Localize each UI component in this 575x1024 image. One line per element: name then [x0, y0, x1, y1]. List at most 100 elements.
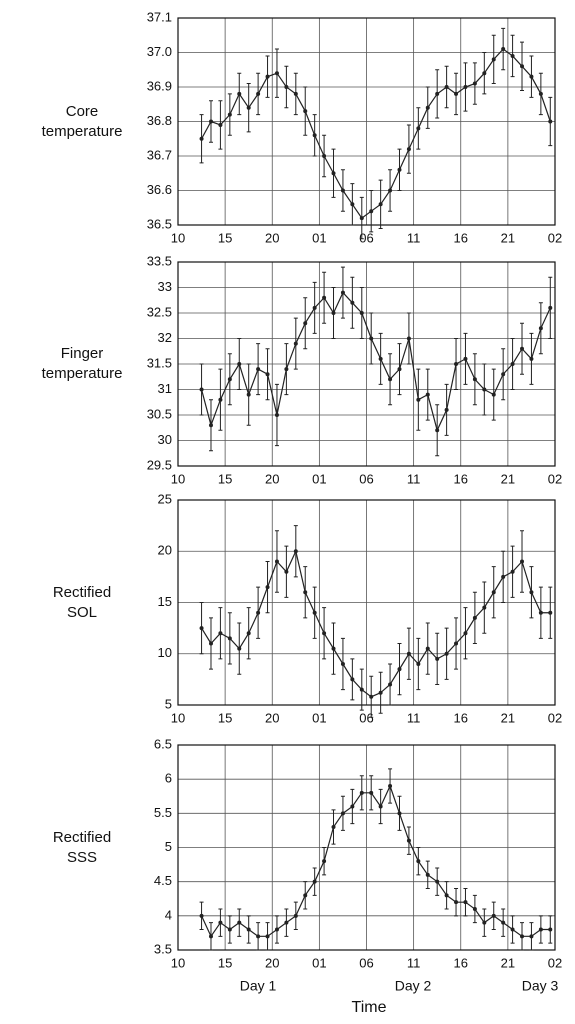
x-tick-label: 06 — [359, 955, 373, 970]
data-point — [303, 590, 308, 595]
plot-frame — [177, 261, 556, 467]
y-tick-label: 10 — [158, 645, 172, 660]
data-point — [218, 920, 223, 925]
data-point — [331, 311, 336, 315]
data-point — [284, 569, 289, 574]
data-point — [208, 641, 213, 646]
data-point — [435, 428, 440, 433]
data-point — [406, 651, 411, 656]
data-point — [548, 119, 553, 124]
data-point — [369, 790, 374, 795]
data-point — [199, 387, 204, 392]
data-point — [208, 423, 213, 428]
data-point — [293, 341, 298, 346]
y-tick-label: 20 — [158, 543, 172, 558]
data-point — [208, 119, 213, 124]
y-tick-label: 36.5 — [147, 216, 172, 231]
data-point — [312, 610, 317, 615]
data-point — [369, 209, 374, 214]
x-tick-label: 15 — [218, 710, 232, 725]
data-point — [284, 367, 289, 372]
y-tick-label: 32 — [158, 330, 172, 345]
data-point — [227, 377, 232, 382]
data-point — [378, 202, 383, 207]
data-point — [227, 927, 232, 932]
data-point — [548, 610, 553, 615]
data-point — [350, 300, 355, 305]
data-point — [406, 838, 411, 843]
x-tick-label: 16 — [454, 710, 468, 725]
data-point — [548, 927, 553, 932]
data-point — [463, 356, 468, 361]
data-point — [237, 646, 242, 651]
x-tick-label: 01 — [312, 230, 326, 245]
data-point — [520, 64, 525, 69]
y-tick-label: 5 — [165, 839, 172, 854]
data-point — [397, 667, 402, 672]
x-tick-label: 16 — [454, 471, 468, 486]
data-point — [350, 677, 355, 682]
x-tick-label: 06 — [359, 230, 373, 245]
data-point — [444, 407, 449, 412]
data-point — [425, 392, 430, 397]
x-tick-label: 15 — [218, 471, 232, 486]
data-point — [435, 656, 440, 661]
x-tick-label: 20 — [265, 710, 279, 725]
x-tick-label: 21 — [501, 230, 515, 245]
y-axis-label: Core temperature — [41, 102, 123, 140]
data-point — [491, 913, 496, 918]
data-point — [340, 662, 345, 666]
data-point — [425, 105, 430, 110]
y-tick-label: 25 — [158, 491, 172, 506]
data-point — [246, 927, 251, 932]
day-label: Day 1 — [240, 978, 277, 994]
data-point — [265, 585, 270, 590]
x-tick-label: 10 — [171, 955, 185, 970]
data-point — [340, 811, 345, 816]
data-point — [350, 202, 355, 207]
data-point — [350, 804, 355, 809]
plot-frame — [177, 744, 556, 951]
data-point — [444, 85, 449, 89]
data-point — [274, 413, 279, 417]
data-point — [472, 615, 477, 620]
data-point — [284, 85, 289, 89]
data-point — [369, 336, 374, 341]
y-tick-label: 4 — [165, 907, 172, 922]
y-axis-label: Rectified SOL — [52, 583, 112, 621]
x-tick-label: 06 — [359, 710, 373, 725]
x-tick-label: 21 — [501, 955, 515, 970]
y-tick-label: 30 — [158, 432, 172, 447]
data-point — [274, 927, 279, 932]
data-point — [227, 636, 232, 641]
data-point — [510, 53, 515, 58]
y-tick-label: 36.6 — [147, 182, 172, 197]
data-point — [463, 900, 468, 905]
data-point — [435, 879, 440, 884]
data-point — [501, 574, 506, 579]
y-tick-label: 31.5 — [147, 355, 172, 370]
data-point — [331, 646, 336, 651]
data-point — [218, 631, 223, 636]
y-tick-label: 15 — [158, 594, 172, 609]
x-tick-label: 01 — [312, 955, 326, 970]
x-tick-label: 02 — [548, 230, 562, 245]
data-point — [520, 346, 525, 351]
y-tick-label: 36.8 — [147, 113, 172, 128]
data-point — [454, 362, 459, 366]
data-point — [482, 920, 487, 925]
data-point — [359, 790, 364, 795]
data-point — [322, 859, 327, 864]
data-point — [378, 356, 383, 361]
data-point — [491, 57, 496, 62]
data-point — [359, 216, 364, 221]
data-point — [520, 559, 525, 564]
data-point — [208, 934, 213, 939]
plot-frame — [177, 17, 556, 226]
data-point — [237, 362, 242, 366]
data-point — [246, 392, 251, 397]
data-line — [201, 784, 551, 938]
data-point — [274, 559, 279, 564]
x-tick-label: 11 — [407, 230, 421, 245]
data-point — [416, 397, 421, 402]
